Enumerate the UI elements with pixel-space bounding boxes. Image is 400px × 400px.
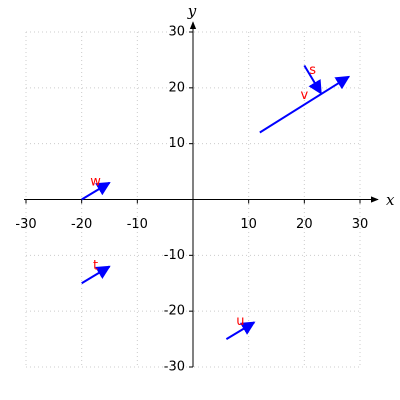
y-tick-label: -30 (164, 360, 185, 375)
x-tick-label: 30 (352, 217, 369, 232)
vector-arrow (303, 64, 322, 95)
x-tick-label: -10 (127, 217, 148, 232)
x-axis-label: x (386, 191, 395, 209)
y-tick-label: -20 (164, 304, 185, 319)
y-axis-label: y (187, 2, 197, 20)
vector-label: t (93, 258, 98, 273)
y-tick-label: -10 (164, 248, 185, 263)
vector-arrow (81, 181, 111, 201)
vector-arrow (81, 265, 111, 285)
x-tick-label: 10 (240, 217, 257, 232)
y-tick-label: 10 (168, 136, 185, 151)
vector-label: u (236, 314, 244, 329)
y-tick-label: 30 (168, 25, 185, 40)
y-tick-label: 20 (168, 80, 185, 95)
vector-arrow (225, 321, 256, 340)
x-tick-label: -20 (71, 217, 92, 232)
marks: sv w t u (81, 63, 351, 340)
x-tick-label: 20 (296, 217, 313, 232)
vector-label: v (300, 88, 308, 103)
axes: -30 -20 -10 10 20 30 -30 -20 -10 10 20 30 (15, 21, 379, 375)
vector-label: w (90, 175, 101, 190)
vector-label: s (309, 63, 316, 78)
x-tick-label: -30 (15, 217, 36, 232)
vector-arrow (259, 75, 351, 134)
